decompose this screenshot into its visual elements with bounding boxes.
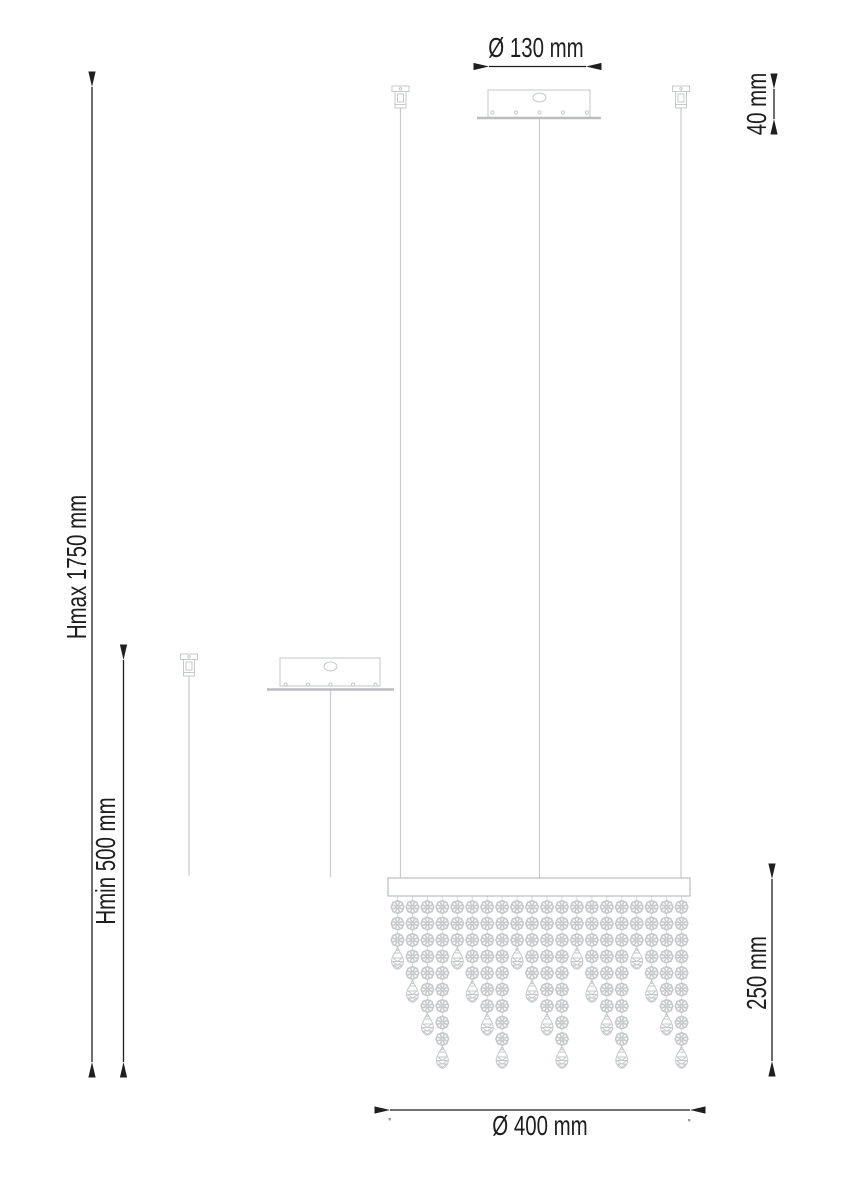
dim-label-height-min: Hmin 500 mm	[90, 797, 121, 925]
support-bar	[387, 877, 691, 897]
dim-label-canopy-diameter: Ø 130 mm	[488, 32, 584, 63]
extension-tick-right	[688, 1119, 691, 1122]
crystal-curtain	[390, 896, 689, 1069]
dim-label-crystal-curtain-height: 250 mm	[741, 936, 772, 1010]
dim-label-height-max: Hmax 1750 mm	[61, 494, 92, 640]
dim-label-fixture-width: Ø 400 mm	[492, 1110, 588, 1141]
suspension-cables	[399, 108, 682, 878]
min-height-view	[180, 653, 394, 877]
extension-tick-left	[388, 1118, 391, 1121]
dim-label-canopy-height: 40 mm	[741, 72, 772, 136]
ceiling-canopy-main	[477, 89, 601, 120]
